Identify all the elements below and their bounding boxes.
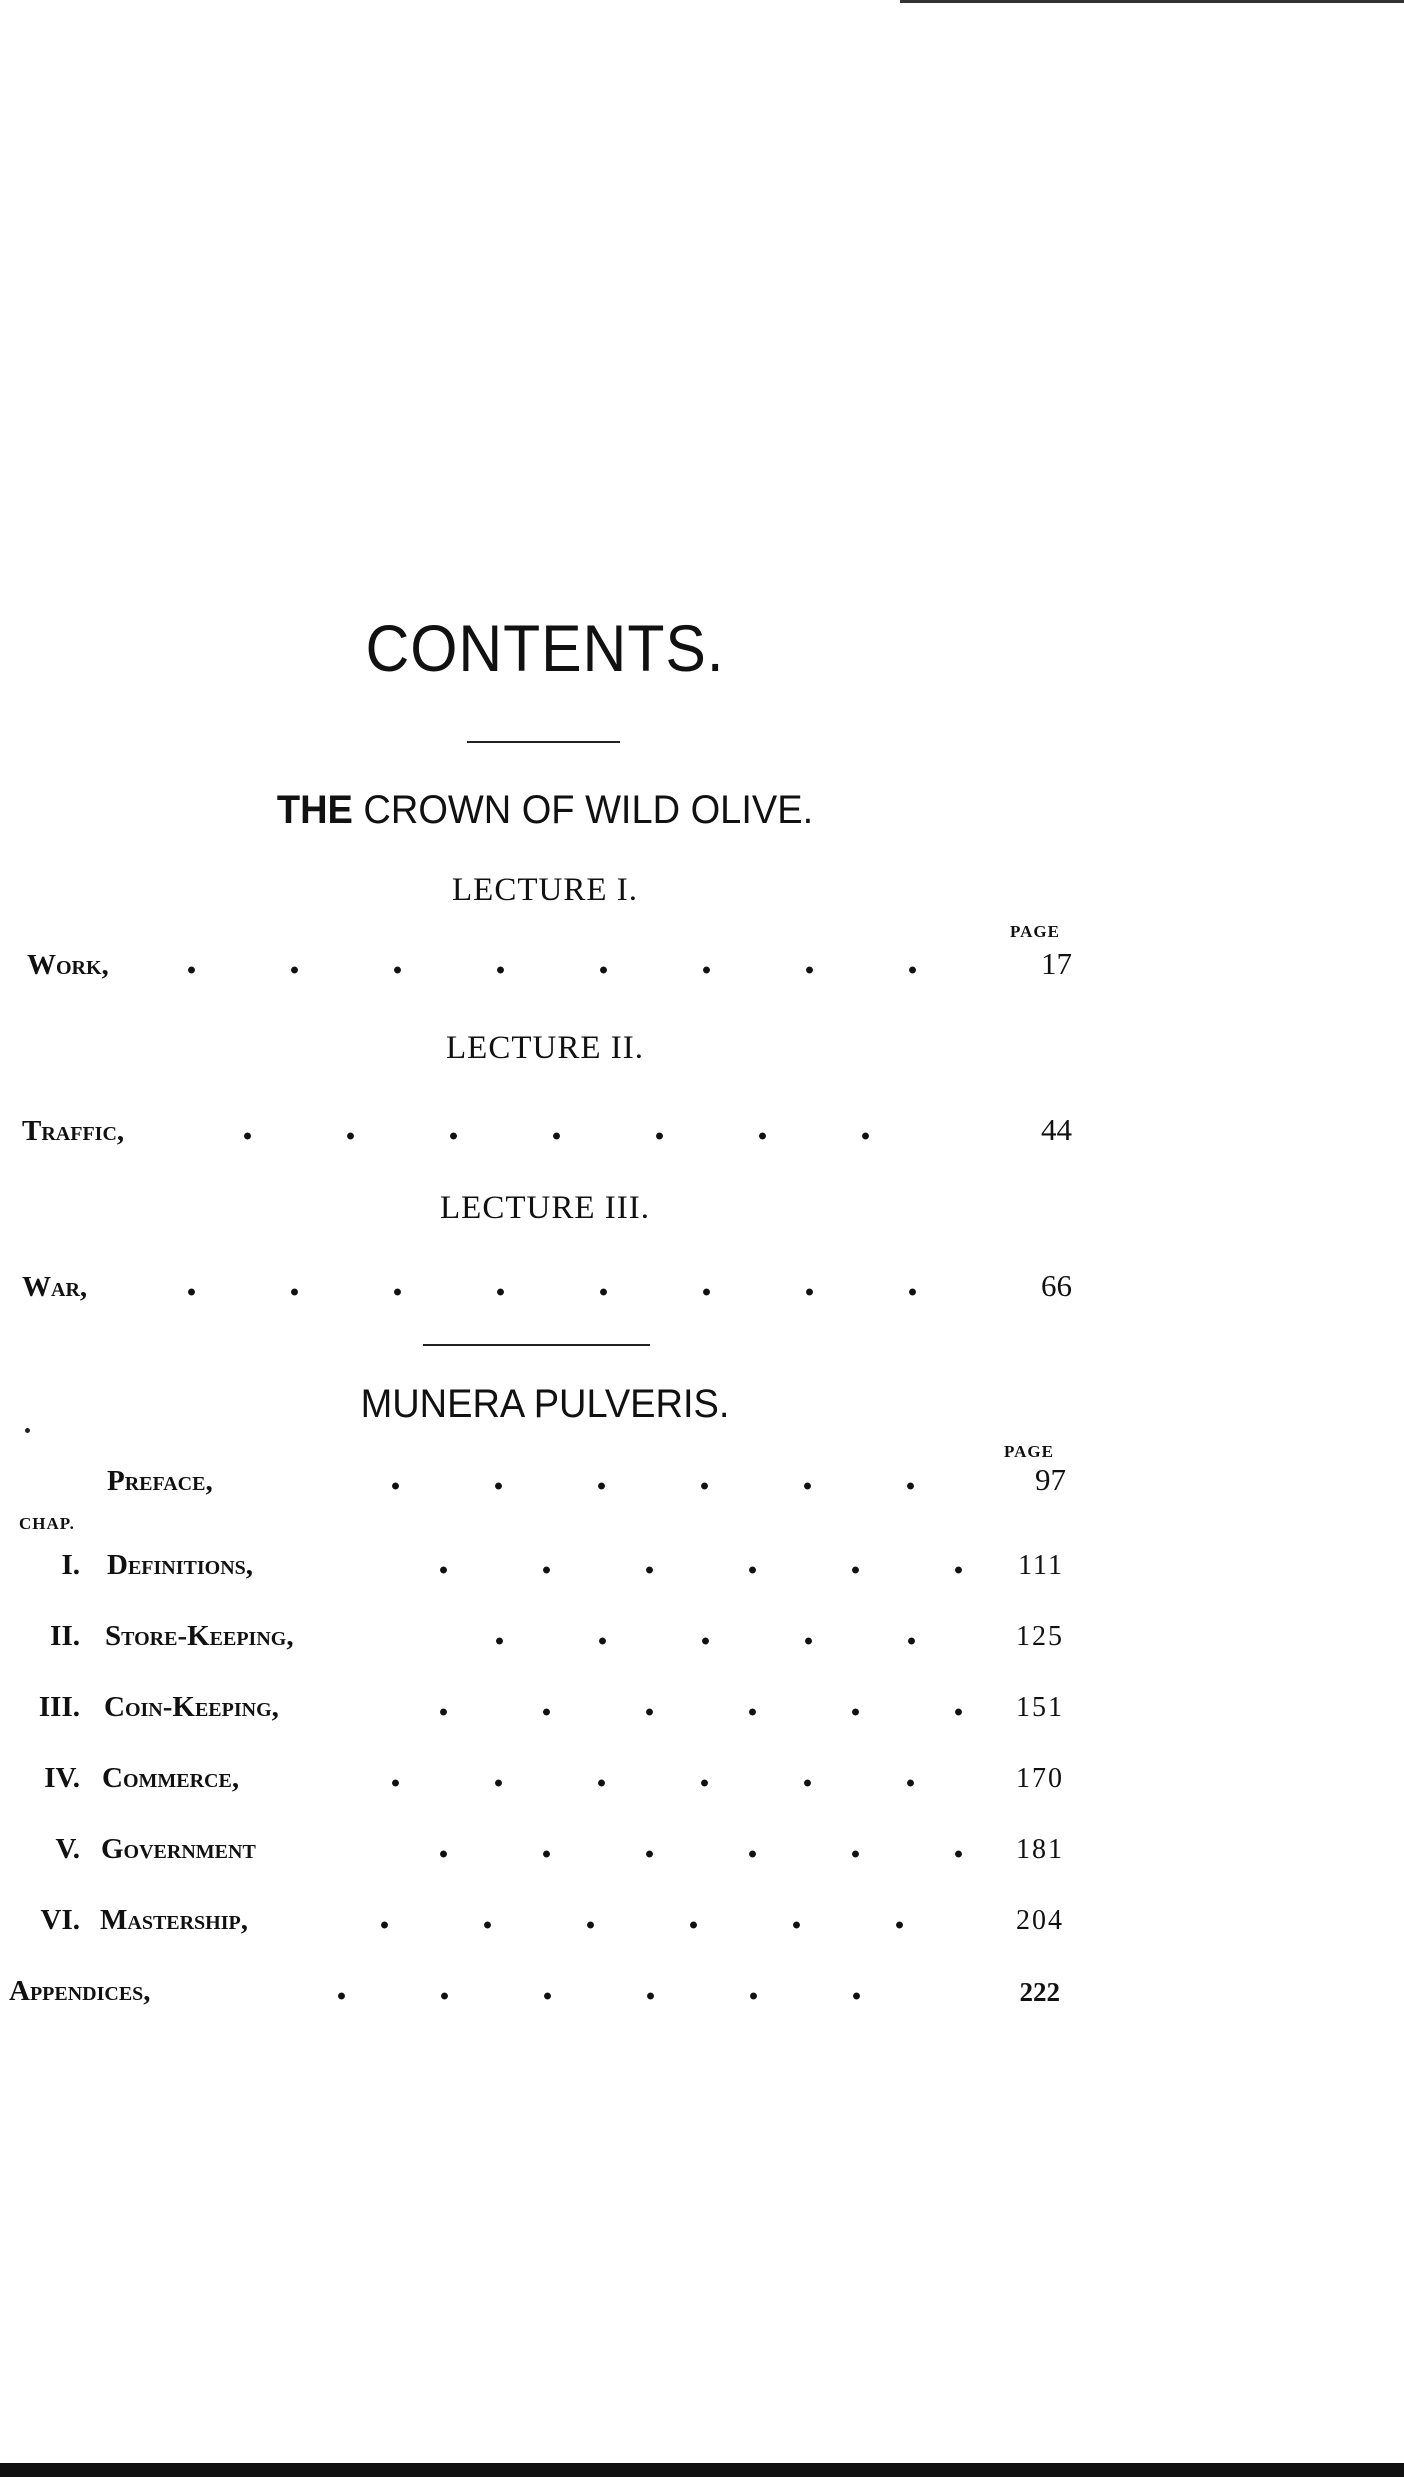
entry-label: War, (22, 1271, 88, 1303)
chapter-numeral: V. (55, 1833, 80, 1865)
entry-label: Store-Keeping, (105, 1620, 294, 1652)
page-column-header: PAGE (1004, 1442, 1054, 1461)
divider (467, 741, 620, 743)
page-number: 204 (1016, 1905, 1064, 1936)
entry-label: Traffic, (22, 1115, 125, 1147)
dot-leader (333, 1921, 985, 1929)
dot-leader (140, 966, 990, 974)
toc-entry-war[interactable]: War, 66 (0, 1264, 1080, 1304)
part-title-munera-pulveris: MUNERA PULVERIS. (360, 1382, 730, 1426)
page-number: 125 (1016, 1621, 1064, 1652)
toc-entry-traffic[interactable]: Traffic, 44 (0, 1108, 1080, 1148)
toc-entry-appendices[interactable]: Appendices, 222 (0, 1968, 1080, 2008)
part-title-bold: THE (276, 788, 353, 832)
dot-leader (392, 1708, 985, 1716)
toc-entry-chapter[interactable]: III. Coin-Keeping, 151 (0, 1684, 1080, 1724)
dot-leader (290, 1992, 930, 2000)
dot-leader (140, 1288, 990, 1296)
entry-label: Preface, (107, 1465, 213, 1497)
part-title-rest: CROWN OF WILD OLIVE. (363, 788, 814, 832)
entry-label: Work, (27, 949, 109, 981)
toc-entry-work[interactable]: Work, 17 (0, 942, 1080, 982)
lecture-heading: LECTURE III. (440, 1190, 650, 1226)
page-edge-bottom (0, 2463, 1404, 2477)
chapter-column-header: CHAP. (19, 1514, 75, 1533)
dot-leader (392, 1566, 985, 1574)
chapter-numeral: I. (61, 1549, 80, 1581)
page-number: 222 (1019, 1977, 1061, 2007)
chapter-numeral: III. (38, 1691, 80, 1723)
entry-label: Mastership, (100, 1904, 248, 1936)
dot-leader (392, 1850, 985, 1858)
toc-entry-preface[interactable]: Preface, 97 (0, 1458, 1080, 1498)
part-title-crown-of-wild-olive: THE CROWN OF WILD OLIVE. (27, 788, 1063, 833)
divider (423, 1344, 650, 1346)
entry-label: Coin-Keeping, (104, 1691, 279, 1723)
entry-label: Definitions, (107, 1549, 254, 1581)
print-speck (25, 1428, 30, 1433)
page-number: 66 (1041, 1268, 1072, 1303)
toc-entry-chapter[interactable]: II. Store-Keeping, 125 (0, 1613, 1080, 1653)
page-number: 97 (1035, 1462, 1066, 1497)
page-column-header: PAGE (1010, 922, 1060, 941)
lecture-heading: LECTURE I. (452, 872, 638, 908)
page-title: CONTENTS. (365, 611, 725, 685)
lecture-heading: LECTURE II. (446, 1030, 644, 1066)
entry-label: Appendices, (9, 1975, 151, 2007)
dot-leader (196, 1132, 936, 1140)
toc-entry-chapter[interactable]: VI. Mastership, 204 (0, 1897, 1080, 1937)
dot-leader (344, 1779, 985, 1787)
page-number: 151 (1016, 1692, 1064, 1723)
page-number: 111 (1018, 1550, 1064, 1581)
page-number: 44 (1041, 1112, 1072, 1147)
page-edge-top (900, 0, 1404, 3)
toc-entry-chapter[interactable]: I. Definitions, 111 (0, 1542, 1080, 1582)
page-number: 170 (1016, 1763, 1064, 1794)
dot-leader (448, 1637, 985, 1645)
toc-entry-chapter[interactable]: IV. Commerce, 170 (0, 1755, 1080, 1795)
toc-entry-chapter[interactable]: V. Government 181 (0, 1826, 1080, 1866)
chapter-numeral: II. (50, 1620, 80, 1652)
entry-label: Commerce, (102, 1762, 240, 1794)
dot-leader (344, 1482, 984, 1490)
page-number: 17 (1041, 946, 1072, 981)
chapter-numeral: IV. (44, 1762, 80, 1794)
entry-label: Government (101, 1833, 256, 1865)
chapter-numeral: VI. (40, 1904, 80, 1936)
page-number: 181 (1016, 1834, 1064, 1865)
